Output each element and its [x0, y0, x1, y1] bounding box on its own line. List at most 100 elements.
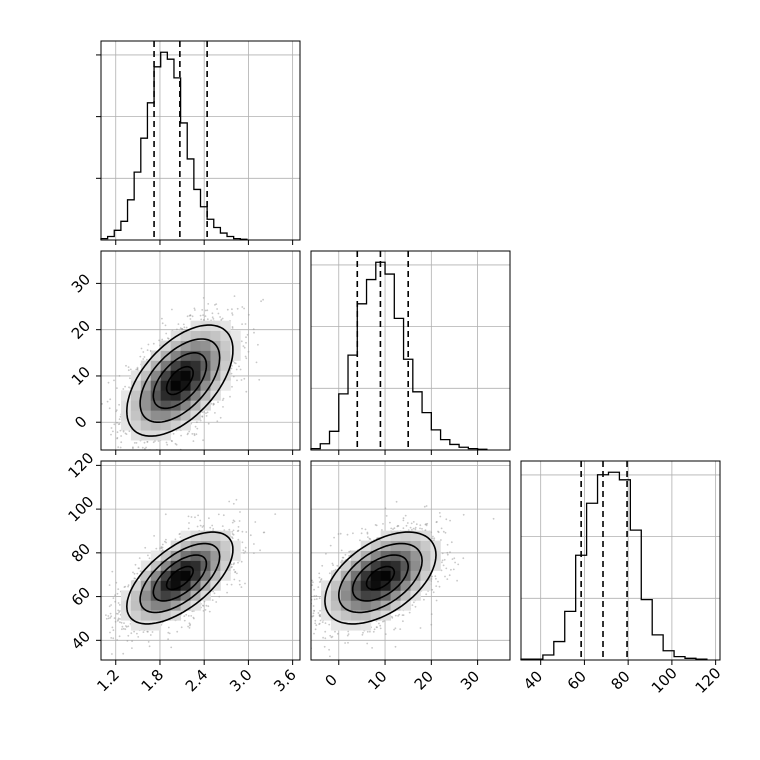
density-cell — [180, 360, 191, 371]
scatter-point — [402, 614, 405, 616]
density-cell — [370, 560, 382, 571]
density-cell — [170, 580, 181, 591]
scatter-point — [451, 558, 454, 560]
density-cell — [150, 610, 162, 621]
scatter-point — [397, 525, 400, 527]
scatter-point — [322, 636, 324, 639]
scatter-point — [235, 498, 238, 501]
scatter-point — [152, 342, 155, 345]
scatter-point — [394, 645, 397, 648]
scatter-point — [336, 632, 339, 635]
density-cell — [140, 600, 152, 611]
scatter-point — [111, 653, 113, 655]
density-cell — [150, 590, 162, 601]
scatter-point — [148, 557, 151, 560]
density-cell — [180, 590, 191, 601]
density-cell — [130, 430, 142, 441]
scatter-point — [307, 586, 309, 588]
scatter-point — [414, 605, 417, 608]
density-cell — [220, 540, 231, 551]
scatter-point — [360, 532, 363, 535]
scatter-point — [206, 318, 209, 321]
scatter-point — [347, 641, 349, 644]
scatter-point — [442, 564, 445, 567]
density-cell — [190, 330, 201, 341]
scatter-point — [168, 632, 171, 635]
scatter-point — [309, 589, 311, 591]
scatter-point — [231, 312, 234, 314]
density-cell — [220, 380, 231, 391]
scatter-point — [136, 572, 139, 575]
density-cell — [420, 540, 431, 551]
scatter-point — [375, 626, 378, 628]
scatter-point — [147, 641, 150, 643]
scatter-point — [236, 572, 238, 575]
density-cell — [130, 400, 142, 411]
scatter-point — [424, 523, 427, 526]
scatter-point — [185, 613, 188, 616]
density-cell — [390, 580, 401, 591]
scatter-point — [441, 559, 444, 562]
scatter-point — [149, 634, 152, 636]
density-cell — [160, 570, 172, 581]
density-cell — [190, 580, 201, 591]
density-cell — [190, 340, 201, 351]
x-tick-label: 1.8 — [138, 666, 168, 696]
scatter-point — [193, 434, 196, 437]
density-cell — [150, 570, 162, 581]
scatter-point — [379, 627, 382, 630]
scatter-point — [118, 611, 120, 614]
scatter-point — [222, 397, 225, 400]
scatter-point — [439, 515, 442, 518]
scatter-point — [188, 430, 191, 433]
scatter-point — [397, 615, 399, 617]
scatter-point — [443, 558, 446, 561]
scatter-point — [180, 434, 183, 437]
scatter-point — [223, 529, 226, 532]
scatter-point — [404, 514, 407, 517]
scatter-point — [118, 375, 121, 377]
scatter-point — [319, 615, 322, 618]
scatter-point — [176, 328, 178, 331]
scatter-point — [124, 628, 127, 631]
scatter-point — [366, 630, 369, 633]
scatter-point — [119, 429, 122, 432]
density-cell — [170, 590, 181, 601]
scatter-point — [412, 527, 415, 530]
scatter-point — [446, 551, 449, 554]
scatter-point — [393, 628, 395, 631]
scatter-point — [253, 543, 255, 545]
density-cell — [410, 560, 421, 571]
scatter-point — [438, 585, 441, 588]
scatter-point — [171, 308, 173, 311]
scatter-point — [344, 642, 346, 644]
scatter-point — [196, 427, 199, 430]
scatter-point — [179, 327, 182, 330]
scatter-point — [390, 527, 393, 530]
scatter-point — [242, 549, 245, 552]
density-cell — [120, 400, 132, 411]
scatter-point — [148, 645, 151, 648]
density-cell — [350, 600, 362, 611]
density-cell — [140, 400, 152, 411]
scatter-point — [240, 340, 243, 343]
scatter-point — [114, 600, 117, 603]
scatter-point — [116, 431, 119, 434]
histogram-p1 — [310, 250, 511, 455]
scatter-point — [245, 336, 247, 339]
scatter-point — [230, 583, 233, 586]
scatter-point — [430, 578, 433, 580]
scatter-point — [129, 471, 131, 473]
scatter-point — [437, 531, 440, 534]
scatter-point — [212, 590, 215, 593]
scatter-point — [193, 617, 195, 620]
scatter-point — [157, 440, 160, 442]
density-cell — [390, 540, 401, 551]
x-tick-label: 60 — [564, 667, 590, 693]
y-tick-label: 30 — [68, 270, 94, 296]
scatter-point — [94, 439, 96, 441]
scatter-point — [172, 432, 175, 435]
scatter-point — [347, 630, 350, 633]
scatter-point — [127, 476, 129, 478]
scatter-point — [133, 442, 136, 444]
